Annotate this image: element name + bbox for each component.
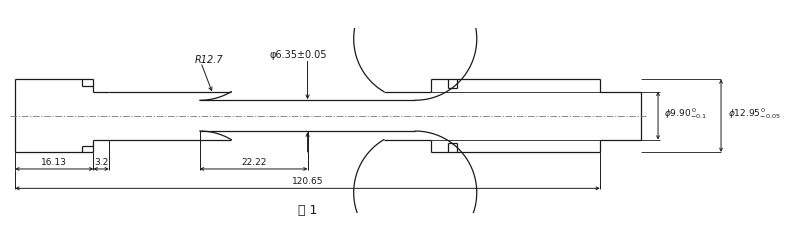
- Text: φ6.35±0.05: φ6.35±0.05: [269, 50, 327, 60]
- Text: 120.65: 120.65: [292, 177, 323, 186]
- Text: $\phi$9.90$^{\,0}_{-0.1}$: $\phi$9.90$^{\,0}_{-0.1}$: [664, 106, 707, 121]
- Text: $\phi$12.95$^{\,0}_{-0.05}$: $\phi$12.95$^{\,0}_{-0.05}$: [729, 106, 780, 121]
- Text: 16.13: 16.13: [42, 158, 68, 167]
- Text: 图 1: 图 1: [298, 204, 318, 217]
- Text: 3.2: 3.2: [94, 158, 108, 167]
- Text: 22.22: 22.22: [241, 158, 266, 167]
- Text: R12.7: R12.7: [194, 55, 223, 65]
